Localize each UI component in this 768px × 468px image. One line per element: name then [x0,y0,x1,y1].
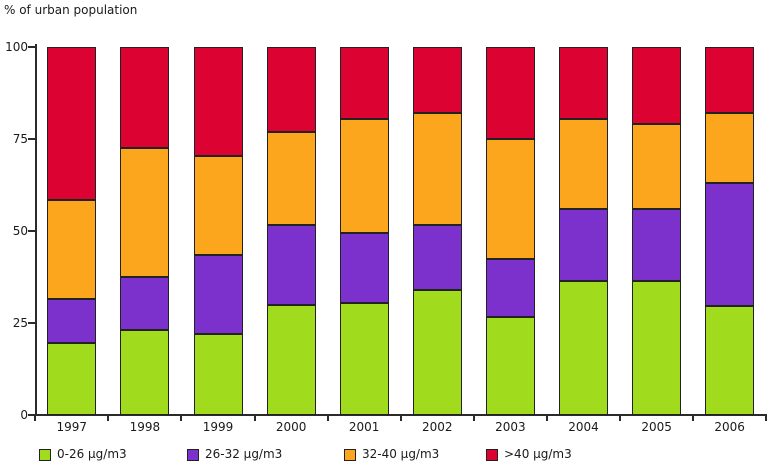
bar-segment-2002 [412,47,462,114]
bar-segment-1997 [47,199,97,300]
y-tick-label: 0 [20,408,28,422]
x-tick [180,415,183,421]
x-axis-label-2001: 2001 [348,420,380,434]
bar-segment-2001 [339,47,389,119]
bar-segment-2001 [339,232,389,303]
bar-segment-2004 [559,280,608,415]
bar-segment-2004 [559,47,608,119]
legend: 0-26 µg/m3 26-32 µg/m3 32-40 µg/m3 >40 µg/m… [0,448,768,468]
bar-segment-2003 [485,317,535,415]
legend-item: 0-26 µg/m3 [39,448,127,461]
y-tick [28,138,37,140]
bar-segment-2006 [705,113,755,184]
bar-segment-1999 [193,155,243,255]
bar-segment-1999 [193,334,243,415]
y-tick-label: 25 [12,316,28,330]
bar-segment-1999 [193,47,243,156]
x-tick [253,415,256,421]
y-tick-label: 75 [12,132,28,146]
bar-segment-2002 [412,289,462,415]
x-tick [692,415,695,421]
legend-swatch-icon [486,448,498,461]
bar-segment-2005 [632,280,682,415]
bar-segment-2000 [266,304,316,415]
x-axis-label-2000: 2000 [275,420,307,434]
bar-segment-1997 [47,343,97,415]
x-tick [326,415,329,421]
x-tick [619,415,622,421]
x-axis-label-1999: 1999 [202,420,234,434]
x-tick [472,415,475,421]
legend-item: >40 µg/m3 [486,448,572,461]
bar-segment-2000 [266,47,316,132]
bar-segment-2006 [705,306,755,415]
legend-label: 26-32 µg/m3 [205,447,283,461]
y-tick-label: 100 [5,40,28,54]
bar-segment-2000 [266,131,316,226]
bar-segment-2000 [266,225,316,305]
bar-segment-2006 [705,47,755,114]
chart-title: % of urban population [4,3,138,17]
bar-segment-2005 [632,47,682,125]
bar-segment-2005 [632,124,682,209]
legend-swatch-icon [344,448,356,461]
x-axis-label-1998: 1998 [129,420,161,434]
y-tick [28,414,37,416]
bar-segment-2006 [705,183,755,307]
bar-segment-1998 [120,330,170,415]
y-tick [28,46,37,48]
y-tick-label: 50 [12,224,28,238]
bar-segment-2002 [412,225,462,290]
x-axis-label-2005: 2005 [641,420,672,434]
x-axis-label-1997: 1997 [56,420,88,434]
legend-label: 32-40 µg/m3 [362,447,440,461]
bar-segment-1999 [193,254,243,335]
bar-segment-2004 [559,118,608,209]
x-axis-label-2003: 2003 [495,420,526,434]
legend-item: 32-40 µg/m3 [344,448,439,461]
x-axis-label-2004: 2004 [568,420,599,434]
legend-item: 26-32 µg/m3 [187,448,282,461]
bar-segment-2002 [412,113,462,226]
bar-segment-1997 [47,299,97,344]
x-axis-label-2002: 2002 [422,420,453,434]
x-tick [34,415,37,421]
legend-swatch-icon [39,448,51,461]
bar-segment-2003 [485,47,535,139]
bar-segment-2004 [559,208,608,281]
bar-segment-2001 [339,302,389,415]
x-tick [399,415,402,421]
bar-segment-1998 [120,148,170,277]
bar-segment-2005 [632,208,682,281]
bar-segment-1997 [47,47,97,200]
x-tick [765,415,768,421]
bar-segment-2003 [485,258,535,318]
legend-label: >40 µg/m3 [504,447,572,461]
legend-label: 0-26 µg/m3 [57,447,127,461]
y-tick [28,322,37,324]
x-tick [545,415,548,421]
x-axis-label-2006: 2006 [714,420,745,434]
legend-swatch-icon [187,448,199,461]
x-tick [107,415,110,421]
y-tick [28,230,37,232]
bar-segment-2003 [485,139,535,259]
bar-segment-2001 [339,118,389,233]
bar-segment-1998 [120,47,170,149]
bar-segment-1998 [120,277,170,331]
